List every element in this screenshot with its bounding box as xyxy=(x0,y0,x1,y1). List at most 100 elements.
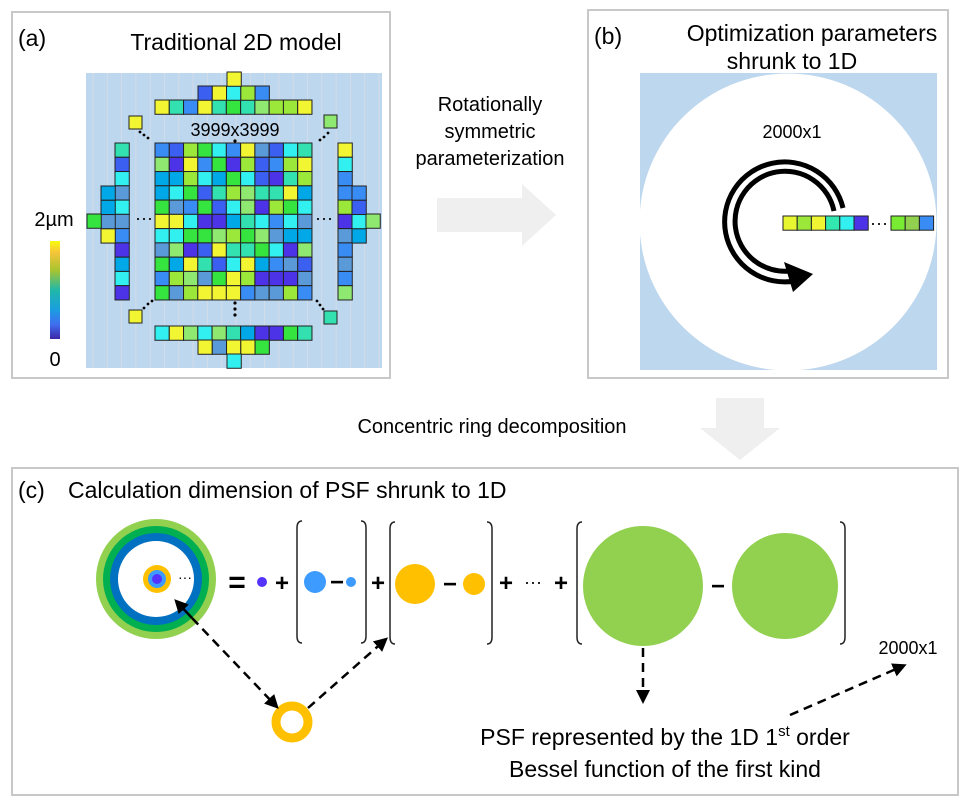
parameter-cell xyxy=(197,199,213,215)
parameter-cell xyxy=(168,142,185,158)
parameter-cell xyxy=(365,213,381,229)
parameter-cell xyxy=(197,156,213,173)
bracket-term-1 xyxy=(296,520,367,644)
minus-sign-n: − xyxy=(711,573,725,600)
disk-term-2-outer xyxy=(395,564,435,604)
parameter-cell xyxy=(297,99,313,115)
transition-ab-line-1: Rotationally xyxy=(438,94,543,116)
bracket-term-2 xyxy=(389,521,493,645)
parameter-cell xyxy=(254,285,270,301)
parameter-cell xyxy=(211,199,227,215)
single-ring xyxy=(271,701,313,743)
parameter-cell xyxy=(254,339,270,355)
parameter-cell xyxy=(254,256,270,272)
parameter-cell xyxy=(168,256,185,272)
parameter-cell xyxy=(268,99,284,115)
panel-b-title-line-2: shrunk to 1D xyxy=(727,48,857,74)
parameter-cell xyxy=(114,228,130,244)
parameter-cell xyxy=(211,213,227,230)
parameter-cell xyxy=(154,270,170,287)
parameter-cell xyxy=(282,256,299,272)
transition-ab-line-3: parameterization xyxy=(416,148,565,170)
minus-sign-1: − xyxy=(330,569,344,596)
parameter-cell xyxy=(114,199,130,215)
parameter-cell xyxy=(183,242,199,258)
parameter-cell xyxy=(225,185,242,201)
parameter-cell xyxy=(168,185,185,201)
parameter-cell xyxy=(183,285,199,301)
parameter-cell xyxy=(168,228,185,244)
parameter-cell xyxy=(226,353,242,369)
parameter-cell xyxy=(197,171,213,187)
parameter-cell xyxy=(183,256,199,272)
parameter-cell xyxy=(183,185,199,201)
parameter-cell xyxy=(197,242,213,258)
caption-line-1-end: order xyxy=(790,724,850,750)
parameter-cell xyxy=(240,270,256,287)
parameter-cell xyxy=(268,270,284,287)
panel-b-title-line-1: Optimization parameters xyxy=(687,20,938,46)
psf-vector-size-label: 2000x1 xyxy=(878,638,937,658)
panel-c: (c) Calculation dimension of PSF shrunk … xyxy=(11,467,959,796)
transition-ab-line-2: symmetric xyxy=(444,121,535,143)
center-disk xyxy=(257,577,267,587)
parameter-cell xyxy=(337,228,353,244)
parameter-cell xyxy=(114,242,130,258)
parameter-cell xyxy=(268,285,284,301)
disk-term-2-inner xyxy=(463,573,485,595)
parameter-cell xyxy=(86,213,102,229)
parameter-cell xyxy=(337,156,353,173)
panel-c-title: Calculation dimension of PSF shrunk to 1… xyxy=(68,477,507,503)
parameter-cell xyxy=(183,171,199,187)
disk-term-1-outer xyxy=(304,571,326,593)
parameter-cell xyxy=(282,171,299,187)
parameter-cell xyxy=(351,199,367,216)
parameter-cell xyxy=(351,228,367,244)
parameter-cell xyxy=(240,256,256,272)
parameter-cell xyxy=(240,156,256,173)
parameter-cell xyxy=(154,285,170,301)
parameter-cell xyxy=(197,228,213,244)
parameter-cell xyxy=(197,142,213,158)
parameter-cell xyxy=(197,339,213,355)
parameter-cell xyxy=(337,285,353,301)
parameter-cell xyxy=(254,270,270,287)
panel-b: (b) Optimization parameters shrunk to 1D… xyxy=(587,9,949,379)
parameter-cell xyxy=(100,199,116,216)
parameter-cell xyxy=(254,185,270,201)
parameter-cell xyxy=(211,339,228,355)
parameter-cell xyxy=(225,199,242,215)
parameter-cell xyxy=(254,228,270,244)
parameter-cell xyxy=(168,242,185,258)
parameter-cell xyxy=(168,156,185,173)
parameter-cell xyxy=(225,285,242,301)
parameter-cell xyxy=(282,99,299,115)
parameter-cell xyxy=(154,99,170,115)
caption-line-1: PSF represented by the 1D 1st order xyxy=(480,723,850,750)
parameter-cell xyxy=(282,228,299,244)
caption-line-1-text: PSF represented by the 1D 1 xyxy=(480,724,778,750)
parameter-cell xyxy=(297,242,313,258)
parameter-cell xyxy=(240,242,256,258)
parameter-cell xyxy=(225,256,242,272)
parameter-cell xyxy=(254,213,270,230)
vector-cell xyxy=(839,215,855,231)
colorbar-min-label: 0 xyxy=(49,349,60,371)
parameter-cell xyxy=(168,270,185,287)
right-arrow-icon xyxy=(437,184,556,246)
transition-ab: Rotationally symmetric parameterization xyxy=(416,94,565,246)
parameter-cell xyxy=(240,199,256,215)
parameter-cell xyxy=(128,115,143,130)
parameter-cell xyxy=(254,156,270,173)
parameter-cell xyxy=(297,270,313,287)
disk-term-n-inner xyxy=(732,533,838,639)
parameter-cell xyxy=(211,256,227,272)
parameter-cell xyxy=(183,156,199,173)
parameter-cell xyxy=(268,156,284,173)
parameter-cell xyxy=(297,325,313,341)
transition-bc-label: Concentric ring decomposition xyxy=(357,416,626,438)
parameter-cell xyxy=(154,185,170,201)
parameter-cell xyxy=(225,213,242,230)
parameter-cell xyxy=(197,256,213,272)
